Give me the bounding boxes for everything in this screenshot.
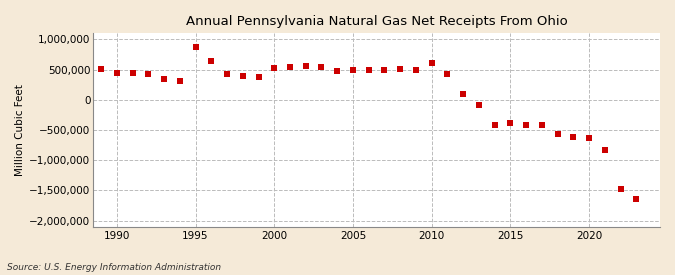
Point — [96, 67, 107, 71]
Point — [521, 123, 532, 127]
Point — [599, 148, 610, 152]
Point — [269, 65, 279, 70]
Point — [505, 121, 516, 125]
Point — [552, 131, 563, 136]
Point — [442, 72, 453, 76]
Point — [143, 72, 154, 77]
Point — [410, 68, 421, 72]
Point — [489, 123, 500, 127]
Point — [285, 65, 296, 69]
Point — [190, 45, 201, 50]
Point — [474, 102, 485, 107]
Point — [221, 72, 232, 77]
Point — [631, 197, 642, 201]
Point — [300, 64, 311, 68]
Point — [348, 68, 358, 72]
Point — [159, 76, 169, 81]
Point — [206, 58, 217, 63]
Point — [332, 68, 343, 73]
Point — [238, 74, 248, 78]
Point — [127, 70, 138, 75]
Point — [111, 70, 122, 75]
Point — [253, 75, 264, 80]
Point — [174, 79, 185, 83]
Text: Source: U.S. Energy Information Administration: Source: U.S. Energy Information Administ… — [7, 263, 221, 272]
Point — [458, 92, 468, 96]
Point — [537, 123, 547, 127]
Point — [584, 136, 595, 141]
Point — [363, 68, 374, 72]
Point — [427, 61, 437, 65]
Point — [395, 67, 406, 71]
Title: Annual Pennsylvania Natural Gas Net Receipts From Ohio: Annual Pennsylvania Natural Gas Net Rece… — [186, 15, 568, 28]
Point — [615, 187, 626, 191]
Point — [568, 135, 578, 139]
Y-axis label: Million Cubic Feet: Million Cubic Feet — [15, 84, 25, 176]
Point — [379, 68, 390, 72]
Point — [316, 64, 327, 69]
